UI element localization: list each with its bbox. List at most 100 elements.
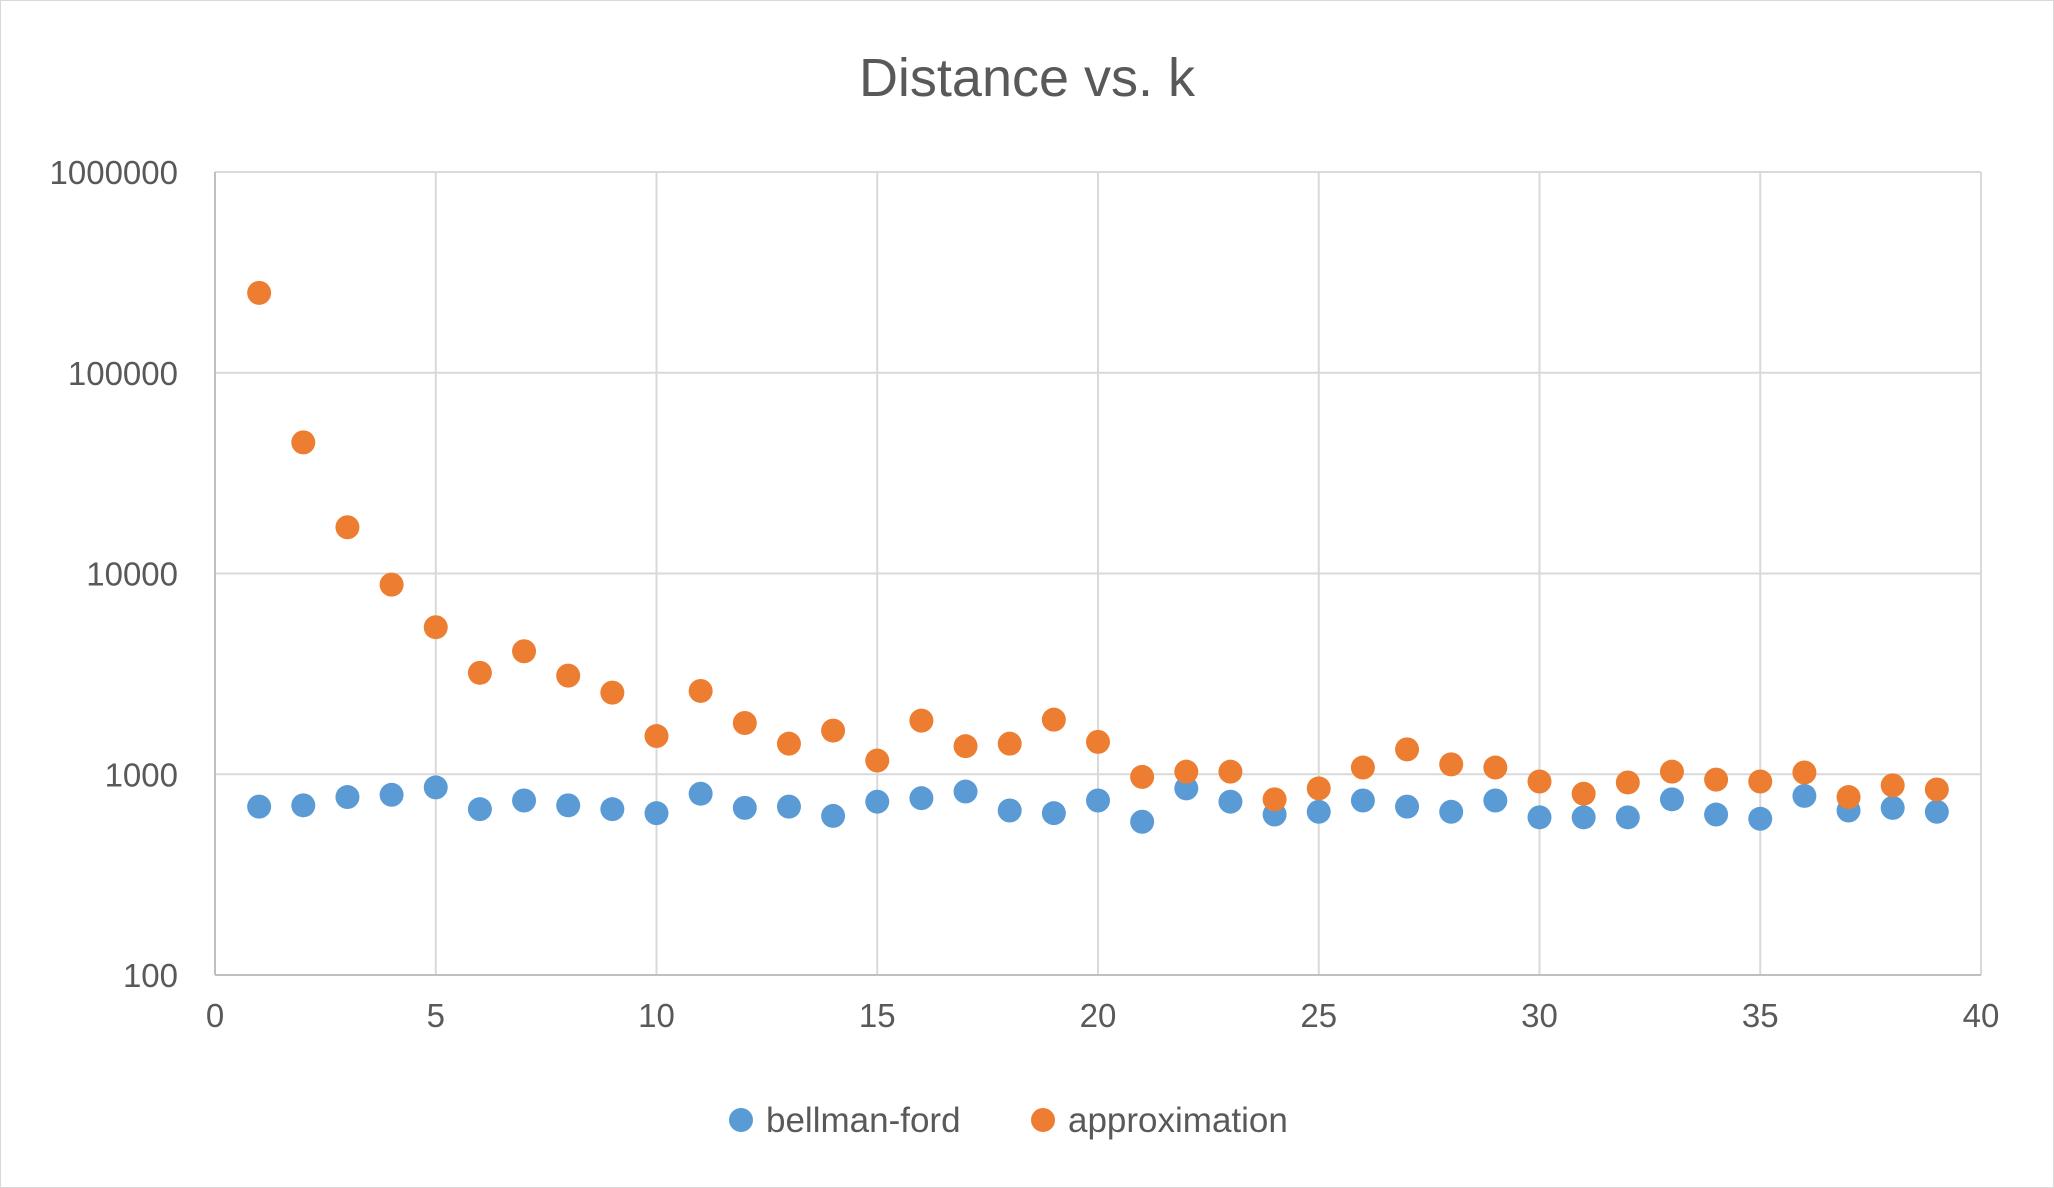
data-point-approximation xyxy=(821,718,846,743)
data-point-approximation xyxy=(1262,787,1287,812)
data-point-approximation xyxy=(291,430,316,455)
data-point-bellman-ford xyxy=(1174,776,1199,801)
data-point-bellman-ford xyxy=(1086,788,1110,813)
data-point-bellman-ford xyxy=(423,775,448,800)
data-point-approximation xyxy=(1218,759,1243,784)
x-tick-label: 10 xyxy=(638,997,675,1034)
data-point-bellman-ford xyxy=(732,795,757,820)
data-point-bellman-ford xyxy=(997,798,1022,823)
data-point-approximation xyxy=(600,680,625,705)
data-point-bellman-ford xyxy=(865,789,890,814)
data-point-bellman-ford xyxy=(1306,799,1331,824)
data-point-bellman-ford xyxy=(1704,802,1729,827)
data-point-approximation xyxy=(909,708,934,733)
data-point-approximation xyxy=(1704,767,1729,792)
data-point-bellman-ford xyxy=(1527,805,1552,830)
data-point-bellman-ford xyxy=(909,786,934,811)
x-axis-tick-labels: 0 5 10 15 20 25 30 35 40 xyxy=(206,997,2000,1034)
data-point-bellman-ford xyxy=(1218,789,1243,814)
legend: bellman-ford approximation xyxy=(729,1101,1288,1140)
data-point-bellman-ford xyxy=(1439,799,1464,824)
data-point-approximation xyxy=(1483,755,1508,780)
data-points xyxy=(247,280,1949,834)
data-point-bellman-ford xyxy=(644,801,669,826)
data-point-bellman-ford xyxy=(688,781,713,806)
data-point-bellman-ford xyxy=(1792,783,1817,808)
data-point-bellman-ford xyxy=(1571,805,1596,830)
data-point-approximation xyxy=(1350,755,1375,780)
data-point-approximation xyxy=(1659,759,1684,784)
y-axis-tick-labels: 100 1000 10000 100000 1000000 xyxy=(50,154,178,994)
x-tick-label: 20 xyxy=(1080,997,1117,1034)
data-point-approximation xyxy=(1571,781,1596,806)
data-point-bellman-ford xyxy=(247,794,272,819)
data-point-approximation xyxy=(1041,707,1066,732)
x-tick-label: 0 xyxy=(206,997,224,1034)
data-point-approximation xyxy=(467,660,492,685)
legend-marker-bellman-ford xyxy=(729,1108,753,1132)
data-point-bellman-ford xyxy=(776,794,801,819)
data-point-approximation xyxy=(1174,759,1199,784)
data-point-approximation xyxy=(1306,776,1331,801)
data-point-approximation xyxy=(1527,769,1552,794)
data-point-bellman-ford xyxy=(1395,794,1420,819)
y-tick-label: 100 xyxy=(123,957,178,994)
data-point-approximation xyxy=(644,724,669,749)
data-point-bellman-ford xyxy=(821,803,846,828)
data-point-approximation xyxy=(335,515,360,540)
data-point-approximation xyxy=(865,748,890,773)
data-point-bellman-ford xyxy=(1880,795,1905,820)
gridlines xyxy=(215,171,1982,975)
data-point-approximation xyxy=(688,678,713,703)
data-point-approximation xyxy=(1792,760,1817,785)
legend-label-approximation: approximation xyxy=(1068,1101,1288,1140)
data-point-approximation xyxy=(1615,770,1640,795)
data-point-bellman-ford xyxy=(953,779,978,804)
data-point-approximation xyxy=(423,615,448,640)
x-tick-label: 15 xyxy=(859,997,896,1034)
data-point-bellman-ford xyxy=(512,788,537,813)
x-tick-label: 40 xyxy=(1963,997,2000,1034)
data-point-approximation xyxy=(1395,737,1420,762)
data-point-bellman-ford xyxy=(335,785,360,810)
data-point-bellman-ford xyxy=(1350,788,1375,813)
data-point-bellman-ford xyxy=(1748,806,1773,831)
x-tick-label: 30 xyxy=(1521,997,1558,1034)
data-point-approximation xyxy=(1086,729,1110,754)
y-tick-label: 10000 xyxy=(86,556,178,593)
data-point-approximation xyxy=(556,663,581,688)
legend-marker-approximation xyxy=(1031,1108,1055,1132)
data-point-bellman-ford xyxy=(1924,799,1949,824)
y-tick-label: 1000000 xyxy=(50,154,178,191)
axes xyxy=(214,172,1981,976)
data-point-approximation xyxy=(1439,752,1464,777)
data-point-approximation xyxy=(379,572,404,597)
data-point-approximation xyxy=(1130,764,1155,789)
legend-label-bellman-ford: bellman-ford xyxy=(766,1101,961,1140)
data-point-bellman-ford xyxy=(1659,787,1684,812)
data-point-approximation xyxy=(776,731,801,756)
data-point-bellman-ford xyxy=(1483,788,1508,813)
chart-title: Distance vs. k xyxy=(859,48,1196,108)
data-point-bellman-ford xyxy=(600,797,625,822)
x-tick-label: 5 xyxy=(427,997,445,1034)
x-tick-label: 35 xyxy=(1742,997,1779,1034)
y-tick-label: 1000 xyxy=(105,756,178,793)
data-point-bellman-ford xyxy=(1041,801,1066,826)
data-point-bellman-ford xyxy=(291,793,316,818)
data-point-approximation xyxy=(512,639,537,664)
data-point-approximation xyxy=(953,734,978,759)
data-point-bellman-ford xyxy=(556,793,581,818)
data-point-approximation xyxy=(1748,769,1773,794)
data-point-bellman-ford xyxy=(467,797,492,822)
data-point-approximation xyxy=(732,711,757,736)
data-point-bellman-ford xyxy=(379,782,404,807)
data-point-approximation xyxy=(1880,773,1905,798)
data-point-approximation xyxy=(1924,777,1949,802)
data-point-bellman-ford xyxy=(1130,809,1155,834)
y-tick-label: 100000 xyxy=(68,355,178,392)
data-point-approximation xyxy=(1836,785,1861,810)
data-point-approximation xyxy=(247,280,272,305)
